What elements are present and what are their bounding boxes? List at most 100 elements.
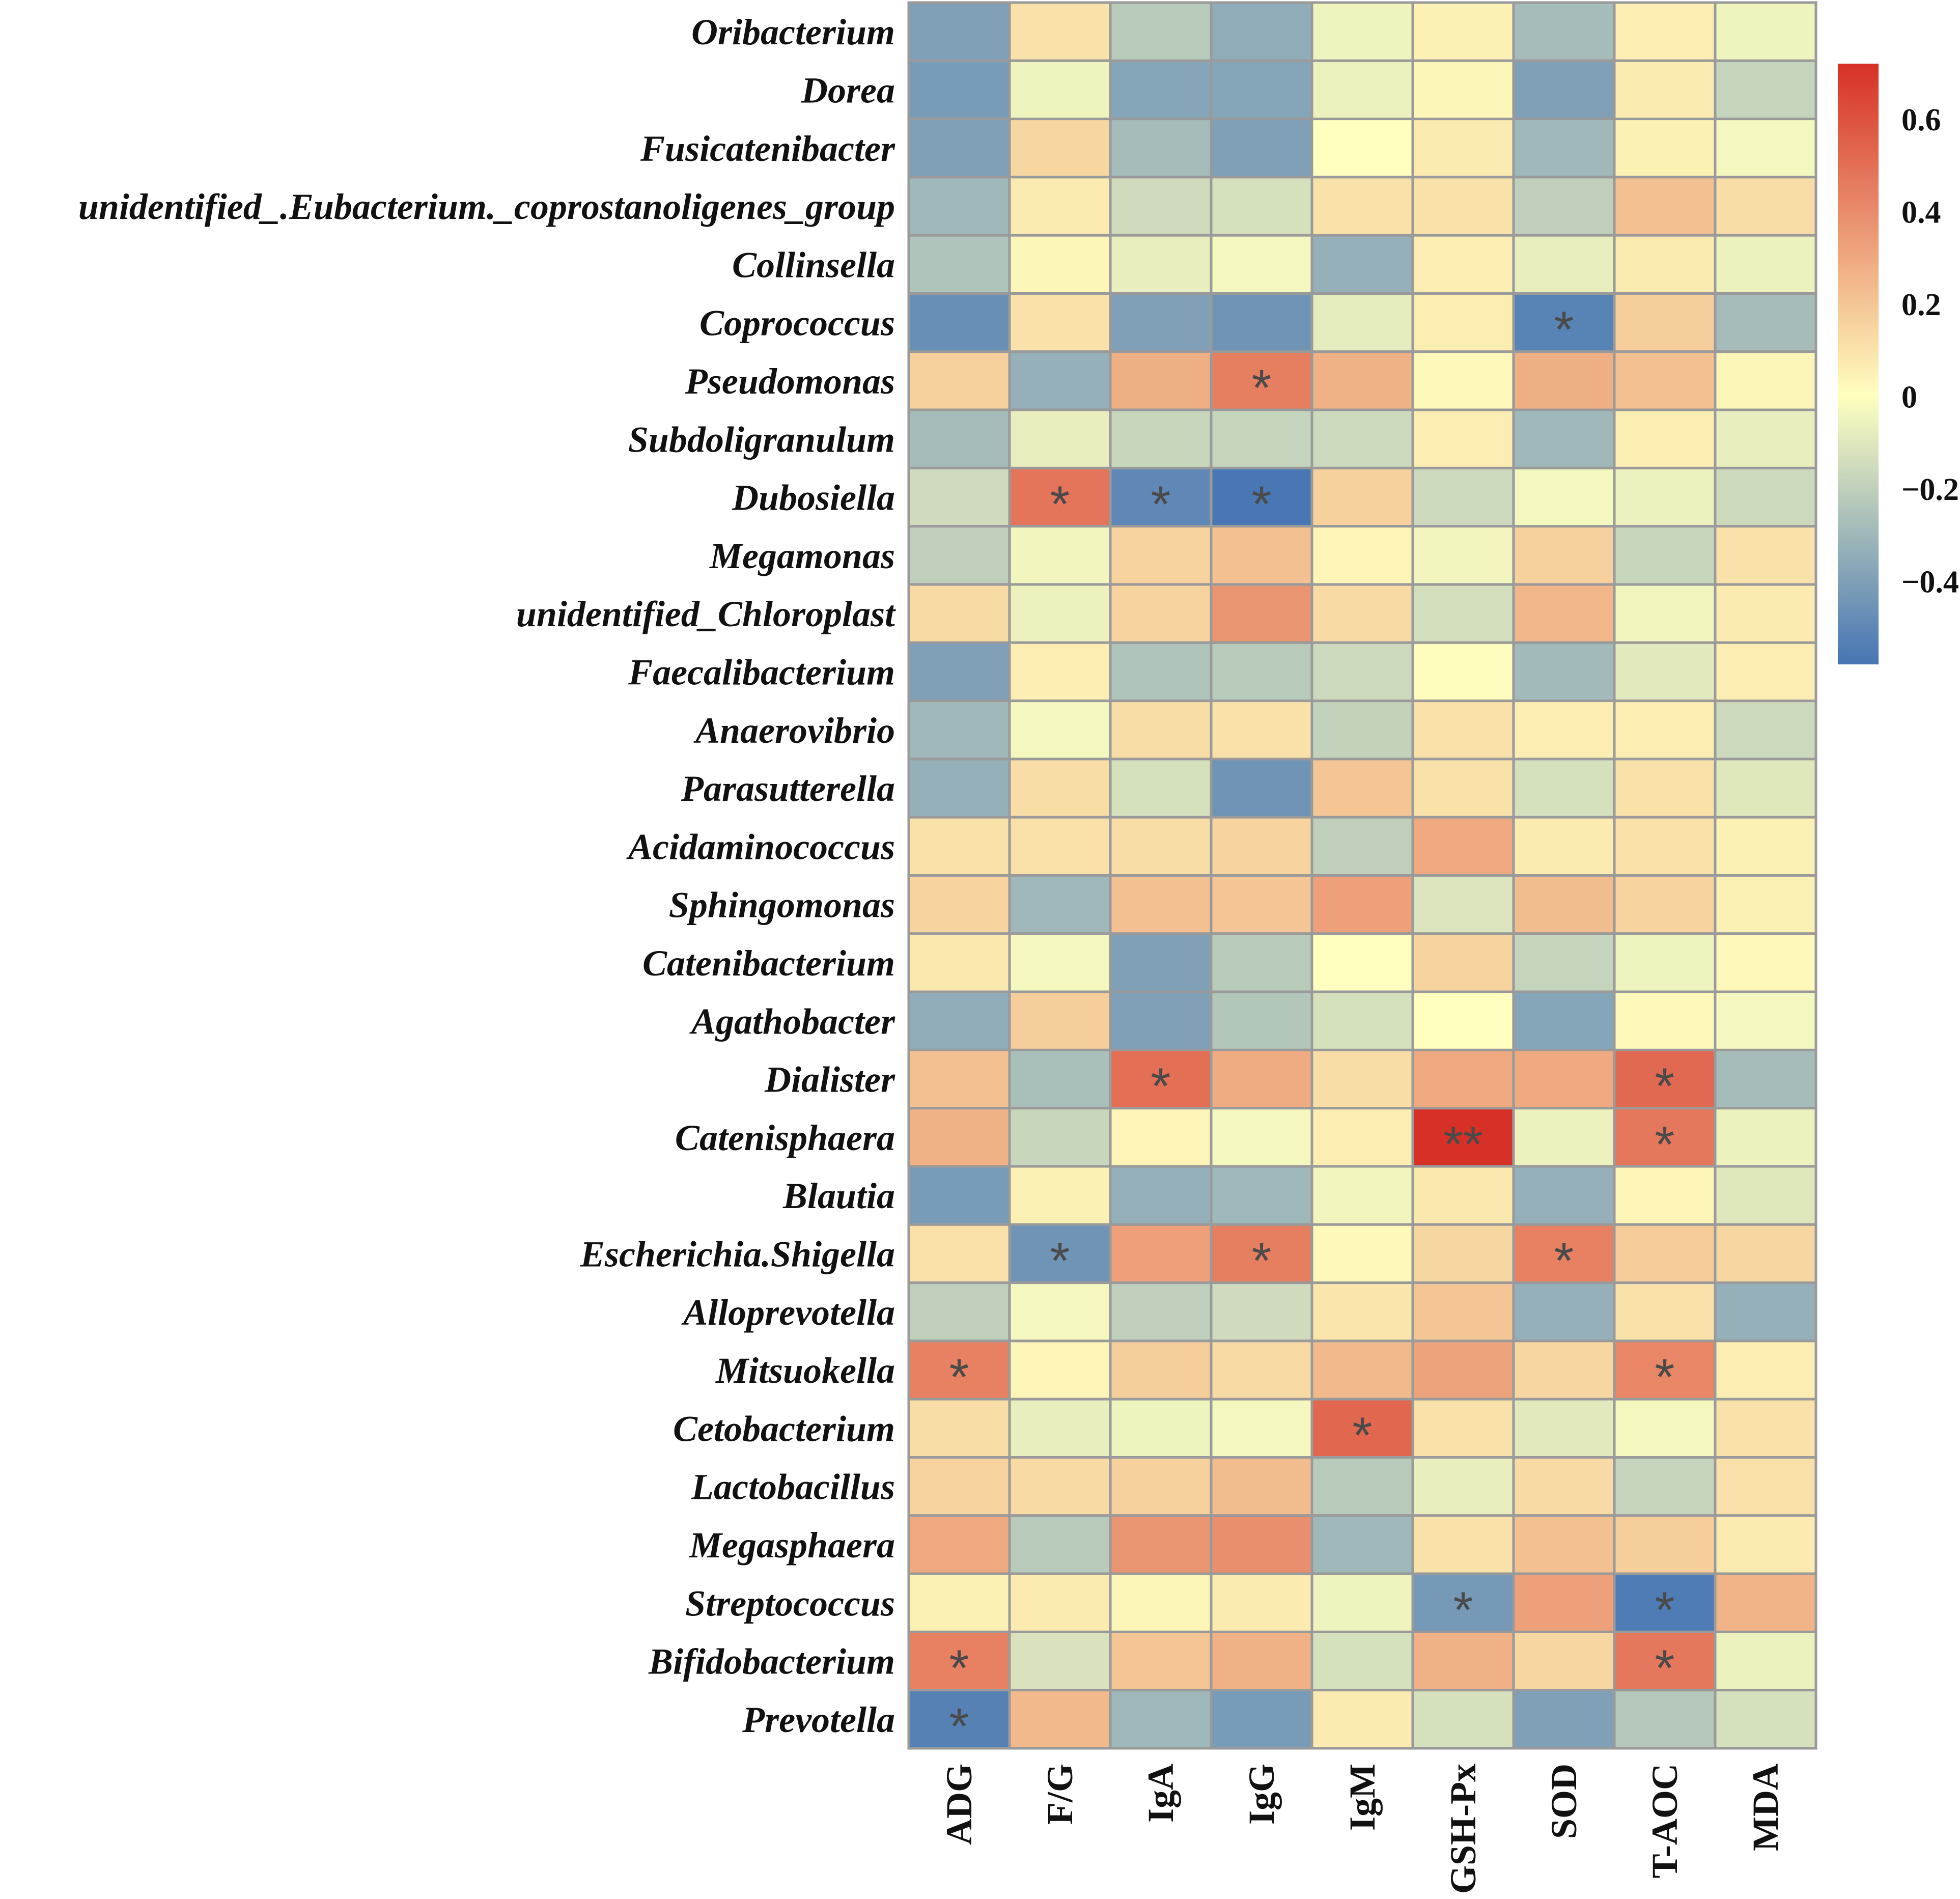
- heatmap-cell: [1613, 1572, 1717, 1633]
- heatmap-cell: [1714, 59, 1817, 121]
- heatmap-cell: [1210, 583, 1313, 644]
- heatmap-cell: [1613, 59, 1717, 121]
- heatmap-cell: [1613, 874, 1717, 935]
- heatmap-cell: [1008, 234, 1112, 295]
- heatmap-cell: [1109, 816, 1213, 877]
- heatmap-cell: [1109, 118, 1213, 179]
- heatmap-cell: [1714, 1281, 1817, 1343]
- significance-star: *: [1050, 1232, 1070, 1289]
- row-label: Megamonas: [709, 536, 895, 576]
- row-label: Subdoligranulum: [628, 419, 895, 460]
- heatmap-cell: [1613, 350, 1717, 411]
- heatmap-cell: [1714, 816, 1817, 877]
- heatmap-cell: [1411, 1048, 1515, 1110]
- heatmap-cell: [1512, 408, 1616, 469]
- heatmap-cell: [1109, 1572, 1213, 1633]
- heatmap-cell: [1310, 1165, 1414, 1226]
- heatmap-cell: [1411, 700, 1515, 761]
- heatmap-cell: [1210, 758, 1313, 819]
- row-label: Agathobacter: [689, 1001, 895, 1042]
- significance-star: *: [1554, 301, 1574, 358]
- heatmap-cell: [1512, 176, 1616, 237]
- heatmap-cell: [1613, 583, 1717, 644]
- heatmap-cell: [1310, 758, 1414, 819]
- heatmap-cell: [1109, 990, 1213, 1051]
- heatmap-cell: [1210, 816, 1313, 877]
- heatmap-cell: [1210, 176, 1313, 237]
- heatmap-cell: [1008, 641, 1112, 703]
- heatmap-cell: [1310, 816, 1414, 877]
- heatmap-cell: [1613, 118, 1717, 179]
- heatmap-cell: [1714, 408, 1817, 469]
- heatmap-cell: [1310, 1, 1414, 62]
- heatmap-cell: [1714, 1223, 1817, 1284]
- heatmap-cell: [1411, 1, 1515, 62]
- heatmap-cell: [1411, 466, 1515, 528]
- significance-star: *: [1453, 1581, 1473, 1638]
- heatmap-cell: [1512, 641, 1616, 703]
- row-label: Oribacterium: [691, 12, 895, 52]
- heatmap-cell: [1008, 700, 1112, 761]
- heatmap-cell: [1008, 525, 1112, 586]
- heatmap-cell: [1613, 176, 1717, 237]
- significance-star: **: [1443, 1116, 1483, 1173]
- heatmap-cell: [907, 1572, 1011, 1633]
- significance-star: *: [1353, 1407, 1373, 1464]
- heatmap-cell: [1512, 525, 1616, 586]
- heatmap-cell: [1008, 1689, 1112, 1750]
- heatmap-cell: [1411, 1456, 1515, 1517]
- heatmap-cell: [1310, 700, 1414, 761]
- heatmap-cell: [907, 408, 1011, 469]
- heatmap-cell: [1008, 1165, 1112, 1226]
- heatmap-cell: [1512, 816, 1616, 877]
- column-label: SOD: [1544, 1764, 1584, 1839]
- heatmap-cell: [1411, 350, 1515, 411]
- heatmap-cell: [1210, 1398, 1313, 1459]
- heatmap-cell: [1310, 1223, 1414, 1284]
- heatmap-cell: [1109, 1, 1213, 62]
- heatmap-cell: [1210, 700, 1313, 761]
- heatmap-cell: [1411, 641, 1515, 703]
- heatmap-cell: [1210, 59, 1313, 121]
- colorbar-tick-label: 0: [1901, 380, 1917, 415]
- heatmap-cell: [1210, 118, 1313, 179]
- heatmap-cell: [1714, 466, 1817, 528]
- heatmap-cell: [1512, 1, 1616, 62]
- heatmap-cell: [1411, 525, 1515, 586]
- heatmap-cell: [1714, 758, 1817, 819]
- heatmap-cell: [1109, 1514, 1213, 1575]
- row-label: Bifidobacterium: [648, 1641, 895, 1682]
- heatmap-cell: [1613, 292, 1717, 353]
- heatmap-cell: [1008, 350, 1112, 411]
- heatmap-cell: [907, 583, 1011, 644]
- heatmap-cell: [1411, 816, 1515, 877]
- heatmap-cell: [1210, 1339, 1313, 1401]
- heatmap-cell: [907, 758, 1011, 819]
- heatmap-cell: [1613, 525, 1717, 586]
- heatmap-cell: [907, 59, 1011, 121]
- row-label: Dubosiella: [732, 478, 895, 518]
- row-label: Alloprevotella: [681, 1292, 895, 1333]
- heatmap-cell: [1310, 1456, 1414, 1517]
- row-label: Cetobacterium: [673, 1408, 895, 1449]
- heatmap-cell: [1512, 932, 1616, 993]
- heatmap-cell: [1411, 583, 1515, 644]
- heatmap-cell: [1109, 1048, 1213, 1110]
- heatmap-cell: [1310, 1281, 1414, 1343]
- heatmap-cell: [1613, 641, 1717, 703]
- heatmap-cell: [1714, 525, 1817, 586]
- heatmap-cell: [1411, 408, 1515, 469]
- heatmap-cell: [1210, 292, 1313, 353]
- heatmap-cell: [1210, 874, 1313, 935]
- heatmap-cell: [1310, 641, 1414, 703]
- heatmap-cell: [1512, 1398, 1616, 1459]
- row-label: Mitsuokella: [715, 1350, 895, 1391]
- heatmap-cell: [1310, 1572, 1414, 1633]
- heatmap-cell: [1411, 118, 1515, 179]
- heatmap-cell: [1109, 1339, 1213, 1401]
- column-label: GSH-Px: [1443, 1764, 1483, 1894]
- heatmap-cell: [1210, 641, 1313, 703]
- heatmap-cell: [1109, 1630, 1213, 1692]
- heatmap-cell: [1109, 408, 1213, 469]
